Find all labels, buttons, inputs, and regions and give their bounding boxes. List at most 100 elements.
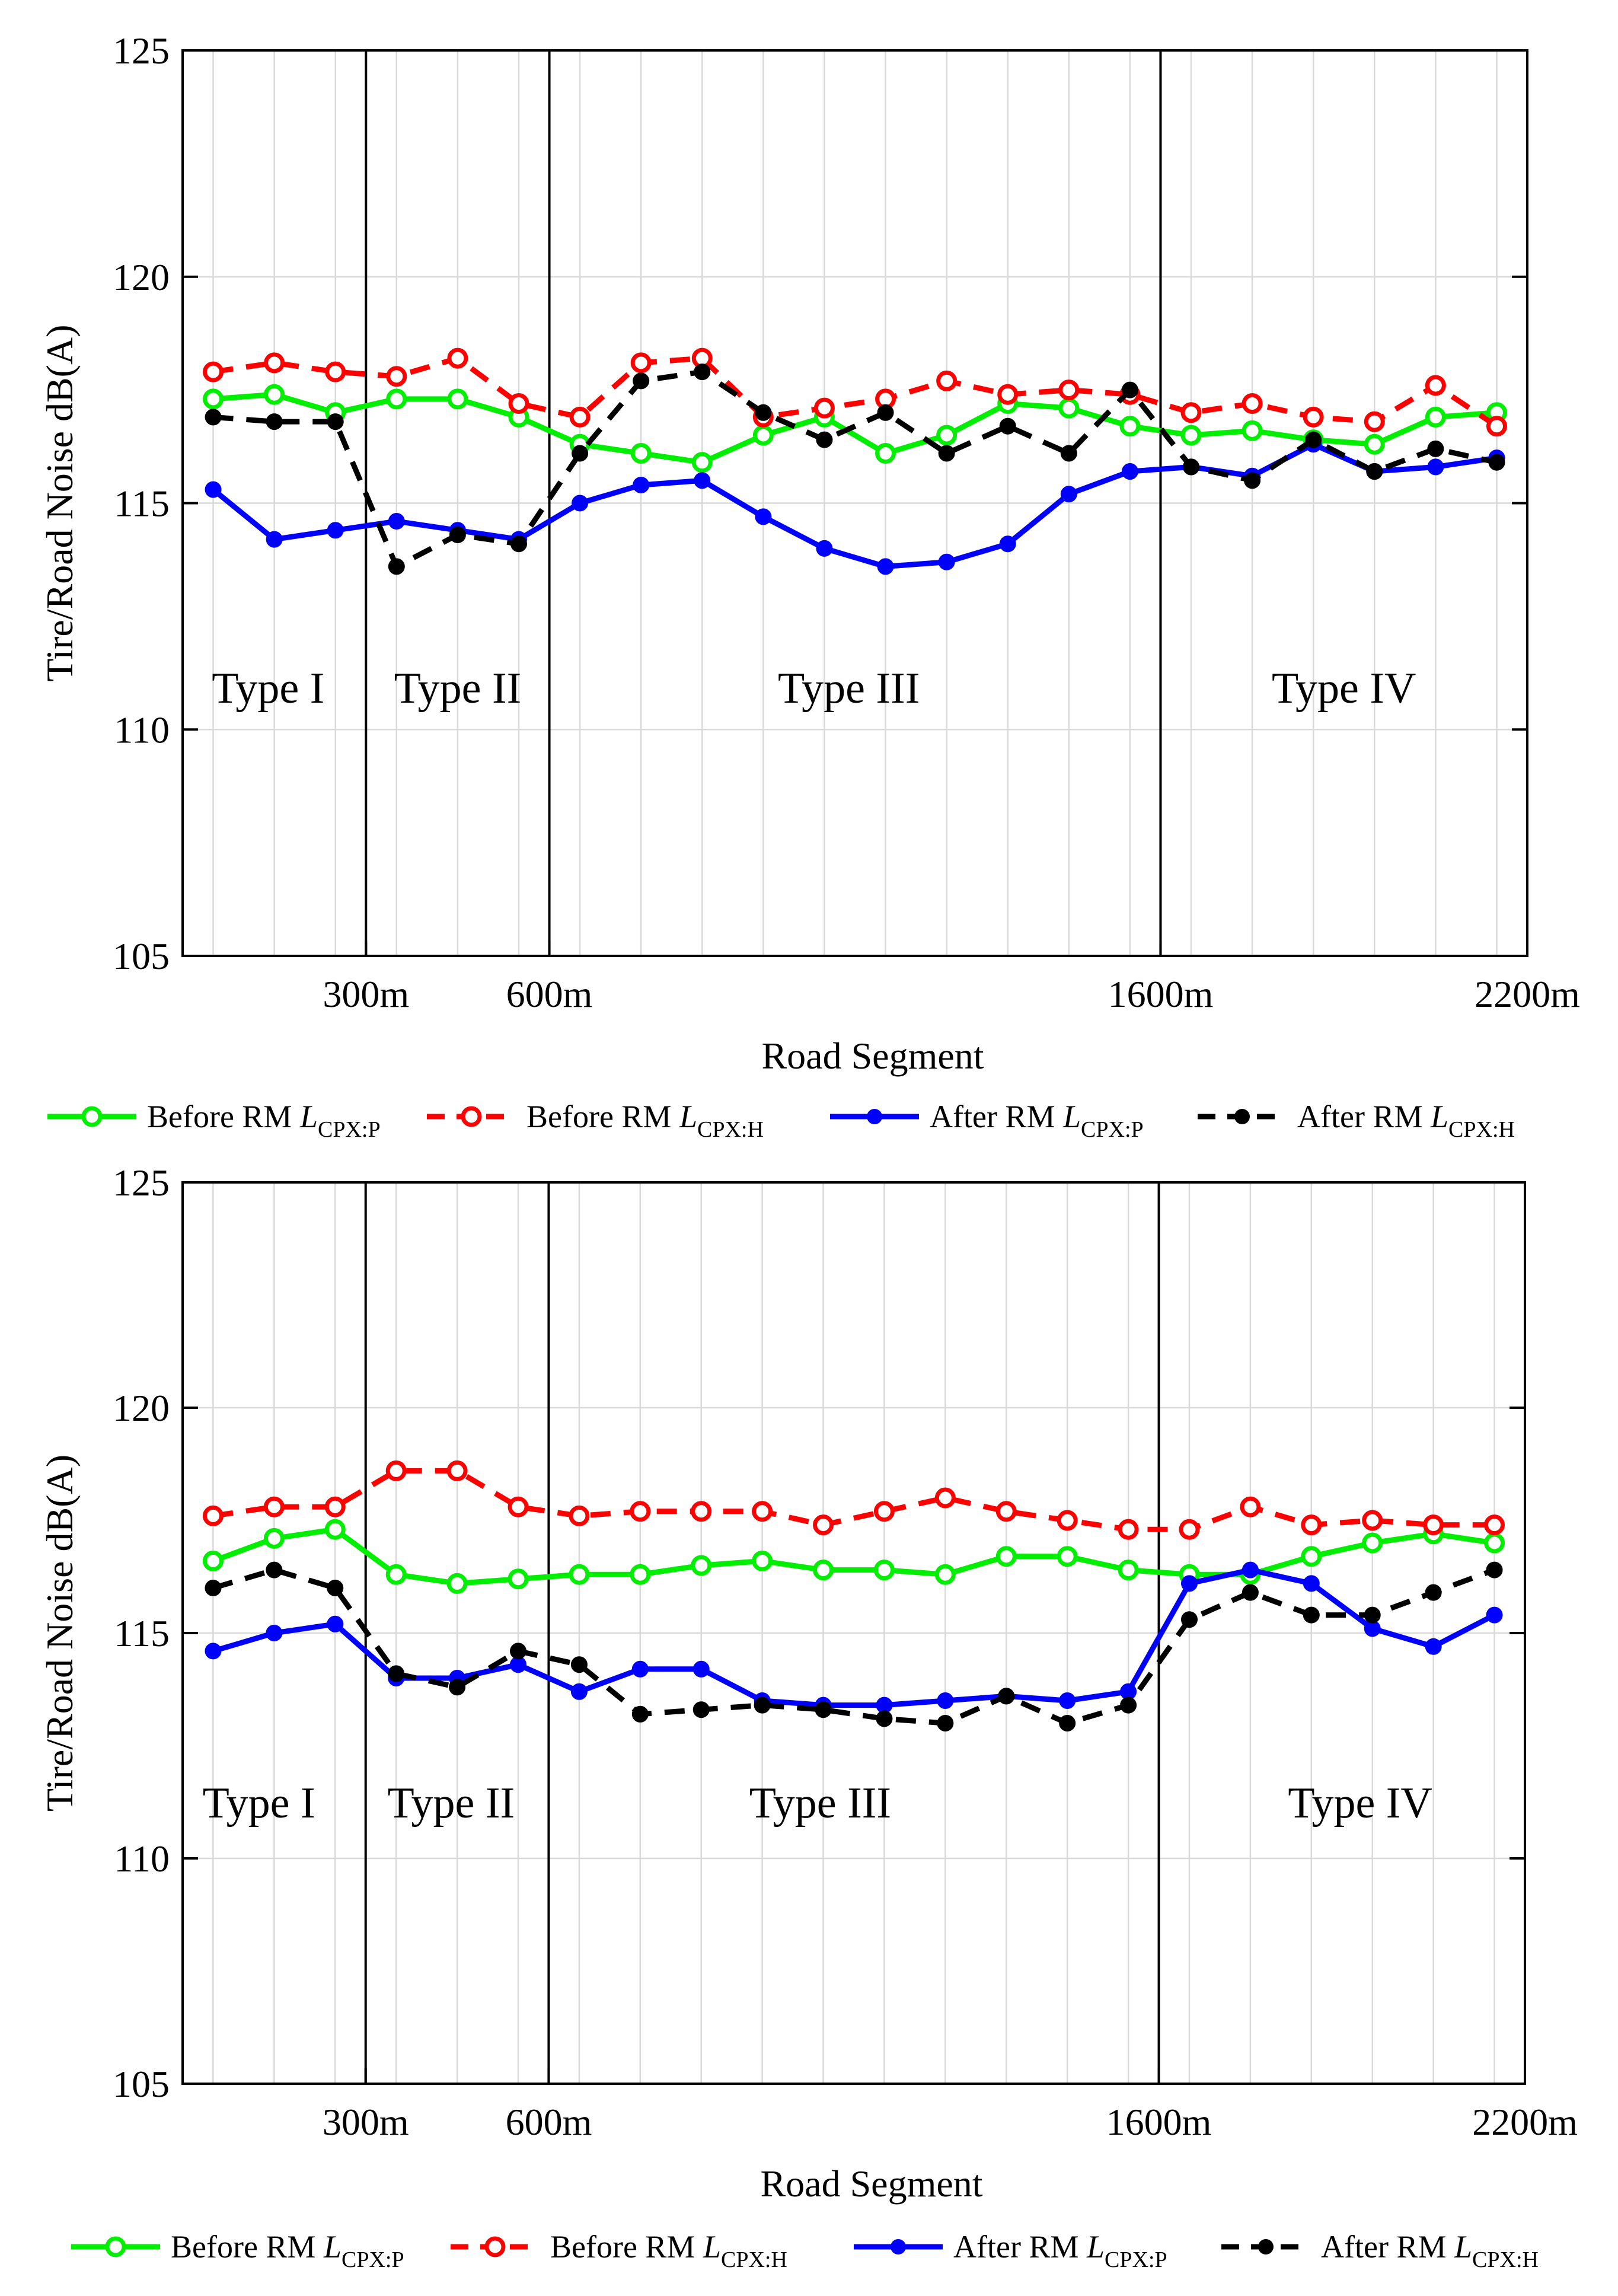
x-tick-label: 1600m xyxy=(1106,2101,1212,2143)
legend-subscript: CPX:P xyxy=(342,2247,404,2272)
data-point xyxy=(446,1460,468,1481)
series-line xyxy=(212,355,1498,429)
data-point xyxy=(572,495,589,512)
data-point xyxy=(1180,402,1202,423)
x-tick-label: 2200m xyxy=(1472,2101,1578,2143)
data-point xyxy=(1425,375,1446,396)
data-point xyxy=(876,1710,893,1727)
data-point xyxy=(569,1564,590,1585)
data-point xyxy=(755,404,772,421)
data-point xyxy=(816,540,833,557)
data-point xyxy=(630,352,652,374)
legend-symbol: L xyxy=(299,1099,318,1134)
x-tick-label: 300m xyxy=(323,973,409,1015)
legend-label: After RM LCPX:H xyxy=(1297,1099,1515,1142)
data-point xyxy=(997,384,1019,405)
data-point xyxy=(999,417,1016,435)
legend-subscript: CPX:H xyxy=(1448,1117,1515,1142)
y-tick-label: 125 xyxy=(113,30,170,72)
data-point xyxy=(202,1550,224,1571)
data-point xyxy=(631,1705,649,1723)
data-point xyxy=(754,1697,771,1714)
legend-marker xyxy=(1258,2239,1274,2254)
data-point xyxy=(1486,1561,1503,1578)
data-point xyxy=(1486,1606,1503,1624)
chart-2: 105 110 115 120 125 300m 600m 1600m 2200m Road Se… xyxy=(39,1162,1578,2272)
data-point xyxy=(1364,1606,1381,1624)
series-4 xyxy=(205,1561,1503,1731)
data-point xyxy=(1364,411,1385,432)
data-point xyxy=(816,431,833,448)
series-2 xyxy=(202,1460,1505,1540)
data-point xyxy=(694,363,711,381)
legend-label: Before RM LCPX:H xyxy=(526,1099,764,1142)
series-2 xyxy=(203,347,1507,437)
legend-marker xyxy=(891,2239,906,2254)
legend-name: Before RM xyxy=(147,1099,300,1134)
data-point xyxy=(1425,1584,1442,1601)
data-point xyxy=(1423,1514,1444,1536)
data-point xyxy=(569,406,591,428)
data-point xyxy=(1301,1546,1322,1567)
legend-subscript: CPX:P xyxy=(318,1117,381,1142)
data-point xyxy=(1425,406,1446,428)
series-4 xyxy=(205,363,1505,575)
data-point xyxy=(1484,1514,1505,1536)
data-point xyxy=(1060,445,1077,462)
y-tick-label: 110 xyxy=(114,709,170,751)
region-label: Type I xyxy=(203,1779,315,1828)
legend-name: After RM xyxy=(930,1099,1063,1134)
data-point xyxy=(449,526,466,543)
legend-label: After RM LCPX:P xyxy=(930,1099,1144,1142)
data-point xyxy=(1366,463,1383,480)
legend: Before RM LCPX:P Before RM LCPX:H After RM… xyxy=(71,2229,1539,2272)
data-point xyxy=(1362,1532,1383,1554)
legend-name: Before RM xyxy=(550,2229,703,2265)
data-point xyxy=(1119,416,1141,437)
data-point xyxy=(205,1643,222,1660)
legend-marker xyxy=(1234,1109,1250,1124)
data-point xyxy=(264,384,285,405)
legend-label: Before RM LCPX:H xyxy=(550,2229,787,2272)
data-point xyxy=(873,1501,895,1522)
data-point xyxy=(1058,380,1080,401)
data-point xyxy=(1486,416,1507,437)
series-line xyxy=(212,1567,1496,1708)
data-point xyxy=(1242,1584,1259,1601)
series-1 xyxy=(202,1519,1505,1594)
y-axis-label: Tire/Road Noise dB(A) xyxy=(39,324,81,681)
data-point xyxy=(510,535,527,553)
legend-subscript: CPX:P xyxy=(1105,2247,1167,2272)
data-point xyxy=(995,1501,1017,1522)
y-tick-label: 110 xyxy=(114,1838,170,1880)
data-point xyxy=(327,1615,344,1632)
data-point xyxy=(875,443,896,464)
data-point xyxy=(327,413,344,430)
data-point xyxy=(1179,1519,1200,1540)
data-point xyxy=(877,558,894,575)
x-tick-label: 600m xyxy=(506,973,593,1015)
data-point xyxy=(388,513,405,530)
data-point xyxy=(692,1701,710,1718)
series-line xyxy=(213,369,1498,569)
data-point xyxy=(1303,1606,1320,1624)
y-tick-label: 125 xyxy=(113,1162,170,1204)
data-point xyxy=(1120,1697,1137,1714)
data-point xyxy=(263,1496,285,1517)
data-point xyxy=(752,1501,773,1522)
data-point xyxy=(1364,433,1385,455)
x-axis-label: Road Segment xyxy=(761,1035,984,1077)
data-point xyxy=(755,508,772,525)
series-line xyxy=(212,1526,1495,1586)
data-point xyxy=(386,366,407,387)
legend-subscript: CPX:P xyxy=(1081,1117,1144,1142)
x-axis-label: Road Segment xyxy=(760,2163,982,2205)
data-point xyxy=(1488,454,1505,471)
data-point xyxy=(203,388,224,410)
data-point xyxy=(266,531,283,548)
data-point xyxy=(570,1656,588,1673)
data-point xyxy=(447,347,468,369)
legend-subscript: CPX:H xyxy=(1472,2247,1539,2272)
legend-subscript: CPX:H xyxy=(697,1117,764,1142)
data-point xyxy=(813,1514,834,1536)
